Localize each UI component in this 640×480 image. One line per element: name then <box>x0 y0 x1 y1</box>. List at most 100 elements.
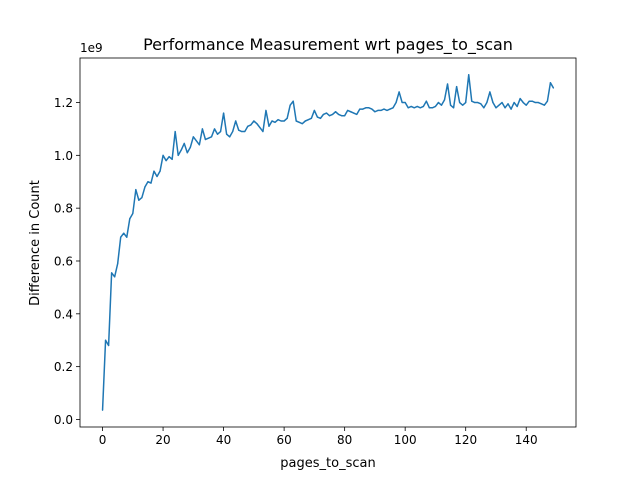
data-point <box>104 339 107 341</box>
data-point <box>380 109 382 112</box>
data-point <box>262 130 264 133</box>
data-point <box>232 130 234 133</box>
data-point <box>325 112 328 114</box>
data-point <box>204 138 207 141</box>
data-point <box>144 186 146 188</box>
data-point <box>549 82 552 84</box>
data-point <box>129 218 131 220</box>
data-point <box>111 272 113 274</box>
data-point <box>371 108 373 110</box>
data-point <box>213 128 216 130</box>
data-point <box>337 113 340 115</box>
data-point <box>398 91 400 93</box>
data-point <box>404 101 406 104</box>
data-point <box>162 154 164 156</box>
data-point <box>280 120 282 122</box>
data-point <box>347 109 349 112</box>
data-point <box>138 199 140 201</box>
data-point <box>449 104 452 106</box>
y-tick-label: 0.0 <box>54 413 73 427</box>
data-point <box>195 140 197 142</box>
data-point <box>334 111 337 113</box>
data-point <box>186 152 188 154</box>
y-tick-label: 0.6 <box>54 254 73 268</box>
data-point <box>235 120 237 122</box>
data-point <box>492 101 494 104</box>
data-point <box>431 107 434 109</box>
data-point <box>108 344 110 347</box>
data-point <box>462 104 464 106</box>
data-point <box>286 117 288 119</box>
data-point <box>410 105 412 108</box>
data-point <box>537 101 539 104</box>
data-point <box>319 117 322 119</box>
data-point <box>350 111 352 113</box>
data-point <box>525 104 527 106</box>
y-tick-label: 1.2 <box>54 96 73 110</box>
data-point <box>413 107 415 109</box>
data-point <box>268 125 270 127</box>
data-point <box>244 130 246 133</box>
axes-frame <box>79 57 577 428</box>
x-tick-label: 60 <box>276 433 291 447</box>
data-point <box>489 91 491 93</box>
data-point <box>443 99 446 101</box>
data-point <box>510 108 512 110</box>
data-point <box>477 101 479 104</box>
data-point <box>516 105 518 108</box>
data-point <box>540 103 542 105</box>
data-point <box>250 124 252 126</box>
data-point <box>135 189 137 191</box>
data-point <box>344 115 346 117</box>
data-point <box>168 156 170 158</box>
x-tick-label: 20 <box>155 433 170 447</box>
data-point <box>247 125 249 127</box>
data-point <box>271 120 273 122</box>
data-point <box>229 136 231 138</box>
data-point <box>126 236 128 238</box>
chart-title: Performance Measurement wrt pages_to_sca… <box>143 35 513 55</box>
data-point <box>471 100 473 102</box>
data-point <box>416 105 418 108</box>
data-point <box>198 144 200 146</box>
data-point <box>304 120 306 122</box>
data-point <box>428 107 430 109</box>
data-point <box>383 108 385 110</box>
data-point <box>395 101 397 104</box>
data-point <box>192 136 194 138</box>
x-tick-label: 100 <box>394 433 417 447</box>
data-point <box>459 101 461 104</box>
data-point <box>522 101 524 104</box>
x-tick-label: 0 <box>99 433 107 447</box>
data-point <box>513 101 515 104</box>
data-point <box>117 263 119 265</box>
data-point <box>341 115 343 117</box>
data-point <box>165 160 167 162</box>
data-point <box>298 121 300 123</box>
data-point <box>307 119 309 121</box>
data-point <box>359 108 361 110</box>
data-point <box>501 101 503 104</box>
data-point <box>419 107 421 109</box>
y-tick-label: 0.4 <box>54 307 73 321</box>
data-point <box>189 146 191 149</box>
data-point <box>253 120 255 122</box>
data-point <box>174 130 176 133</box>
x-tick-label: 120 <box>454 433 477 447</box>
data-point <box>114 276 116 278</box>
data-point <box>283 120 285 122</box>
data-point <box>377 109 379 112</box>
data-point <box>386 109 388 112</box>
x-tick-label: 40 <box>216 433 231 447</box>
data-point <box>322 113 325 115</box>
data-point <box>480 103 482 105</box>
y-tick-label: 1.0 <box>54 149 73 163</box>
data-point <box>365 107 367 109</box>
data-point <box>474 101 476 104</box>
data-point <box>353 112 355 114</box>
y-tick-label: 0.2 <box>54 360 73 374</box>
data-point <box>153 170 155 172</box>
data-point <box>292 100 294 102</box>
data-point <box>519 97 521 100</box>
data-point <box>552 87 555 89</box>
